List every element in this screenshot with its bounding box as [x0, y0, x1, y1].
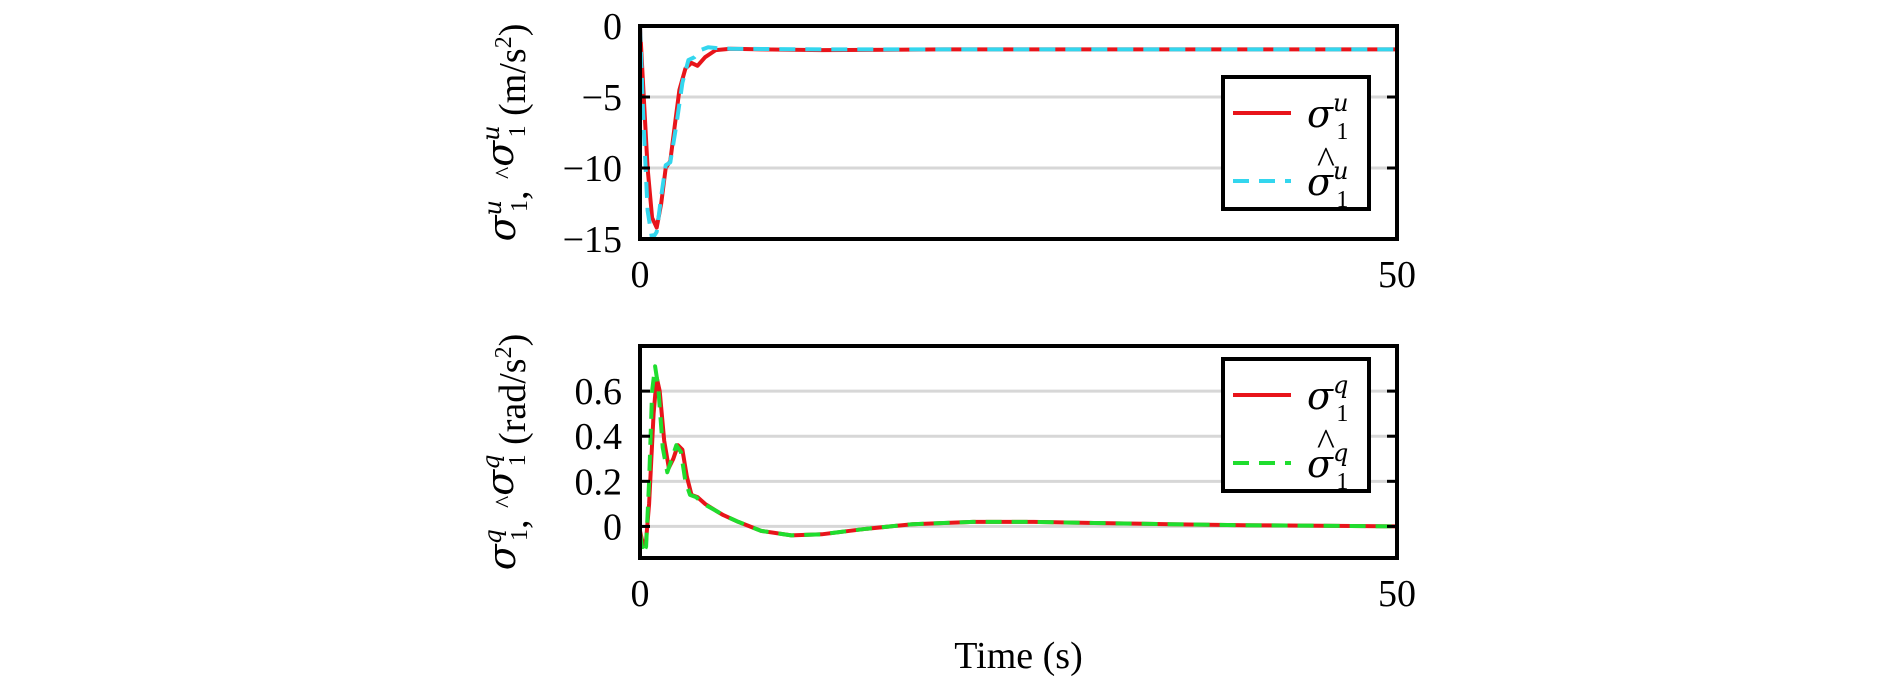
- legend-hat: ^: [1317, 422, 1335, 464]
- x-axis-label: Time (s): [954, 635, 1082, 677]
- ylabel-symbol-2: σ: [478, 469, 522, 496]
- y-tick-label: 0.4: [575, 416, 623, 458]
- legend-label-1: σq 1: [1307, 371, 1348, 427]
- legend-label-2: σq 1: [1307, 439, 1348, 495]
- legend-label-1: σu 1: [1307, 89, 1348, 145]
- series-line-2: [638, 25, 1397, 241]
- legend-box: [1221, 75, 1371, 211]
- y-axis-label: σq1, ^σq1 (rad/s2): [477, 334, 536, 571]
- legend: σu 1 σu 1^: [1221, 75, 1371, 213]
- y-tick-label: 0.6: [575, 371, 623, 413]
- y-tick-label: 0.2: [575, 461, 623, 503]
- y-tick-label: −5: [582, 77, 622, 119]
- y-tick-label: −15: [563, 219, 622, 261]
- series-line-2: [638, 364, 1398, 556]
- ylabel-symbol-2: σ: [478, 140, 522, 167]
- legend: σq 1 σq 1^: [1221, 357, 1371, 495]
- x-tick-label: 50: [1378, 573, 1416, 615]
- x-tick-label: 50: [1378, 254, 1416, 296]
- y-axis-label: σu1, ^σu1 (m/s2): [477, 24, 536, 242]
- y-tick-label: 0: [603, 506, 622, 548]
- legend-box: [1221, 357, 1371, 493]
- axes-frame: [638, 344, 1399, 560]
- y-tick-label: −10: [563, 148, 622, 190]
- legend-hat: ^: [1317, 140, 1335, 182]
- x-tick-label: 0: [631, 573, 650, 615]
- legend-label-2: σu 1: [1307, 157, 1348, 213]
- y-tick-label: 0: [603, 6, 622, 48]
- ylabel-symbol-1: σ: [480, 543, 524, 570]
- x-tick-label: 0: [631, 254, 650, 296]
- axes-frame: [638, 24, 1399, 241]
- ylabel-symbol-1: σ: [480, 214, 524, 241]
